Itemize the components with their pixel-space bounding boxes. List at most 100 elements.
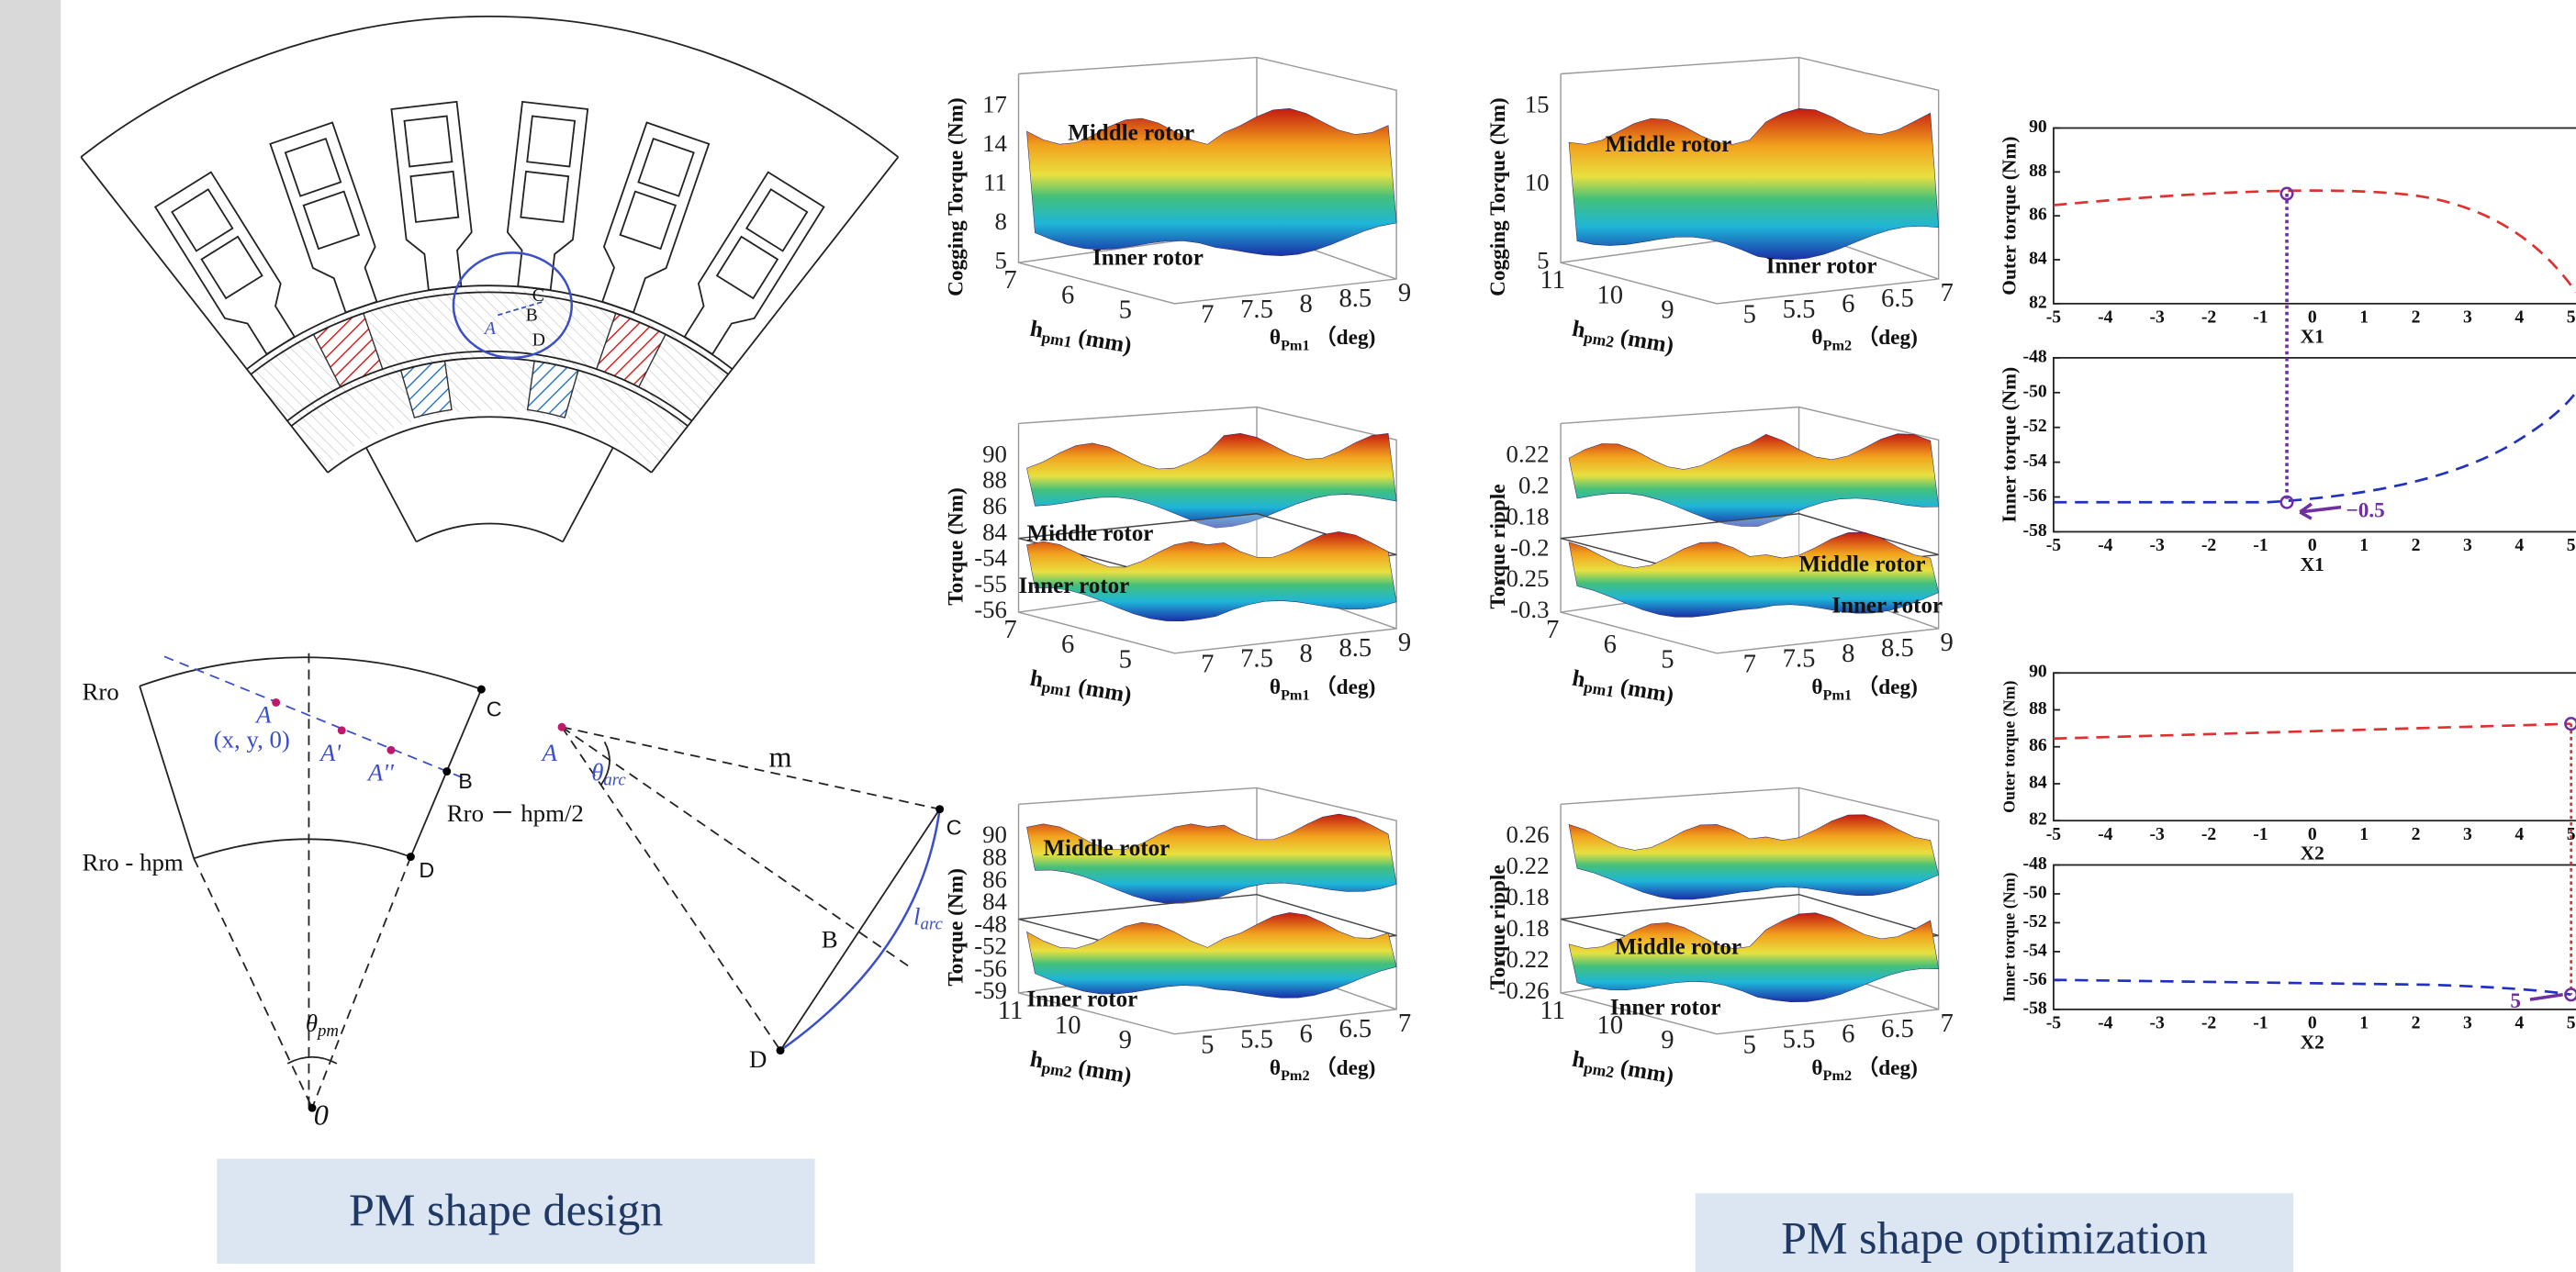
motor-diagram: CBAD	[81, 17, 898, 541]
tick-label: 6	[1842, 289, 1854, 318]
tick-label: 11	[983, 168, 1007, 195]
surface	[1026, 433, 1396, 528]
point	[935, 805, 944, 813]
tick-label: 4	[2514, 307, 2524, 327]
curve	[2054, 980, 2571, 995]
axis-title: hpm1 (mm)	[1570, 665, 1675, 710]
text: (mm)	[1613, 674, 1675, 709]
tick-label: -4	[2098, 824, 2113, 844]
tick-label: 0.2	[1518, 471, 1550, 498]
tick-label: 2	[2412, 1012, 2421, 1032]
sketch-label: A'	[319, 739, 342, 766]
subscript: arc	[920, 915, 943, 934]
point	[777, 1046, 785, 1054]
plot-frame	[2054, 358, 2576, 532]
tick-label: -0.18	[1498, 914, 1550, 942]
point	[338, 726, 346, 734]
tick-label: -1	[2253, 307, 2268, 327]
tick-label: 0	[2308, 307, 2317, 327]
tick-label: 7	[1940, 1009, 1953, 1038]
tick-label: 5	[2567, 824, 2576, 844]
axis-title: Inner torque (Nm)	[1998, 367, 2020, 523]
tick-label: -56	[2023, 485, 2047, 506]
tick-label: -3	[2149, 1012, 2165, 1032]
text: （deg)	[1310, 675, 1376, 699]
subscript: Pm2	[1823, 1067, 1853, 1084]
tick-label: 5	[2567, 307, 2576, 327]
subscript: pm1	[1040, 677, 1073, 700]
annotation: 5	[2510, 989, 2521, 1013]
subscript: pm2	[1583, 328, 1616, 351]
surface-plots: Cogging Torque (Nm)1714118576577.588.59h…	[945, 58, 1954, 1092]
tick-label: 82	[2029, 292, 2047, 312]
series-label: Inner rotor	[1610, 996, 1721, 1021]
tick-label: 0.22	[1506, 852, 1550, 879]
subscript: pm1	[1040, 328, 1073, 351]
subscript: pm2	[1583, 1058, 1616, 1081]
slot-outline	[501, 102, 588, 292]
tick-label: 6	[1061, 280, 1074, 309]
coil	[638, 139, 693, 195]
axis-title: X2	[2301, 842, 2324, 865]
tick-label: 7	[1003, 615, 1016, 644]
tick-label: 84	[2029, 249, 2047, 269]
tick-label: 10	[1525, 168, 1550, 195]
tick-label: -2	[2201, 307, 2216, 327]
point-label: A	[483, 318, 497, 339]
tick-label: -54	[974, 544, 1007, 572]
axis-title: Outer torque (Nm)	[2000, 681, 2020, 813]
tick-label: -1	[2253, 824, 2268, 844]
tick-label: -55	[974, 570, 1007, 597]
text: θ	[1270, 327, 1281, 351]
axis-title: θPm1 （deg)	[1270, 675, 1375, 703]
coil	[621, 192, 676, 249]
tick-label: -5	[2046, 824, 2062, 844]
stator-slot	[671, 173, 824, 363]
tick-label: 0	[2308, 1012, 2317, 1032]
tick-label: 5	[1119, 644, 1132, 674]
tick-label: 86	[2029, 735, 2047, 755]
stator-slot	[270, 123, 392, 318]
tick-label: -52	[2023, 911, 2047, 932]
sketch-label: Rro	[82, 678, 118, 706]
subscript: Pm2	[1823, 337, 1853, 353]
tick-label: 0.18	[1506, 502, 1550, 530]
slide: PM shape design PM shape optimization CB…	[0, 0, 2576, 1272]
text: θ	[1811, 327, 1822, 351]
axis-title: Outer torque (Nm)	[1998, 137, 2020, 296]
tick-label: 0.26	[1506, 820, 1550, 848]
axis-title: hpm1 (mm)	[1027, 316, 1133, 361]
tick-label: 6.5	[1881, 284, 1914, 313]
point-label: C	[532, 285, 544, 306]
tick-label: 4	[2514, 824, 2524, 844]
axis-title: Inner torque (Nm)	[2000, 872, 2020, 1001]
tick-label: -54	[2023, 940, 2047, 960]
tick-label: 8.5	[1338, 284, 1372, 313]
tick-label: 11	[1540, 265, 1565, 295]
plot-frame	[2054, 865, 2576, 1009]
tick-label: 5	[1119, 295, 1132, 324]
text: (mm)	[1070, 1054, 1133, 1088]
tick-label: -54	[2023, 451, 2047, 471]
tick-label: 1	[2359, 535, 2369, 555]
tick-label: -2	[2201, 1012, 2216, 1032]
tick-label: 86	[2029, 205, 2047, 225]
tick-label: -1	[2253, 535, 2268, 555]
tick-label: 11	[1540, 996, 1565, 1025]
sketch-label: larc	[913, 903, 943, 934]
tick-label: 7	[1546, 615, 1559, 644]
tick-label: 6.5	[1338, 1014, 1372, 1043]
tick-label: 9	[1661, 295, 1674, 324]
tick-label: -52	[2023, 416, 2047, 436]
coil	[410, 172, 458, 222]
text: θ	[306, 1010, 318, 1037]
series-label: Inner rotor	[1019, 574, 1130, 598]
surface-plot: Torque (Nm)90888684-48-52-56-591110955.5…	[945, 787, 1412, 1091]
tick-label: -0.25	[1498, 564, 1550, 592]
axis-title: hpm1 (mm)	[1027, 665, 1133, 710]
tick-label: 5	[2567, 1012, 2576, 1032]
point	[442, 767, 451, 775]
axis-title: Cogging Torque (Nm)	[945, 97, 969, 296]
coil	[202, 237, 263, 298]
